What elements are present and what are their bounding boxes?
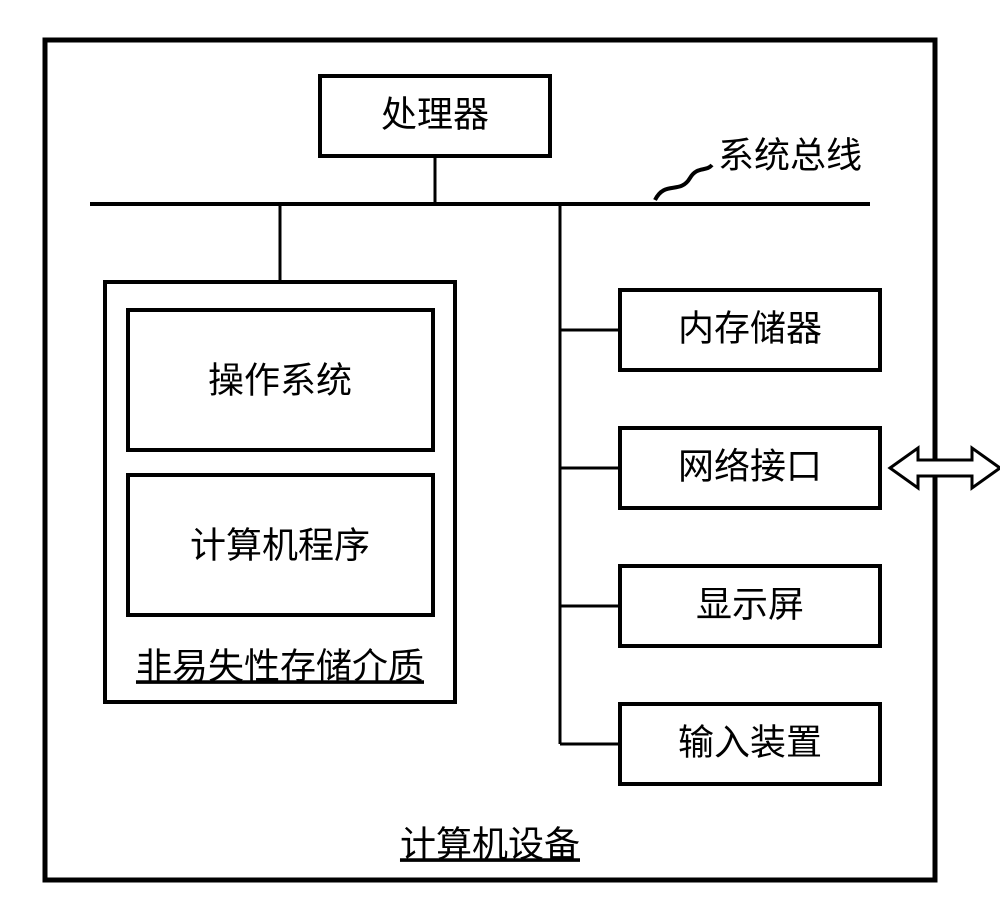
os-label: 操作系统 <box>208 360 352 400</box>
program-label: 计算机程序 <box>190 525 370 565</box>
nonvolatile-label: 非易失性存储介质 <box>136 646 424 686</box>
right-box-4-label: 输入装置 <box>678 722 822 762</box>
right-box-3-label: 显示屏 <box>696 584 804 624</box>
bus-label: 系统总线 <box>718 135 862 175</box>
processor-label: 处理器 <box>381 94 489 134</box>
right-box-2-label: 网络接口 <box>678 446 822 486</box>
bus-squiggle-icon <box>655 165 712 200</box>
nonvolatile-container-box <box>105 282 455 702</box>
double-arrow-icon <box>890 440 1000 496</box>
right-box-1-label: 内存储器 <box>678 308 822 348</box>
computer-architecture-diagram: 计算机设备 处理器 系统总线 非易失性存储介质 操作系统 计算机程序 内存储器 … <box>0 0 1000 910</box>
outer-container-label: 计算机设备 <box>400 824 580 864</box>
